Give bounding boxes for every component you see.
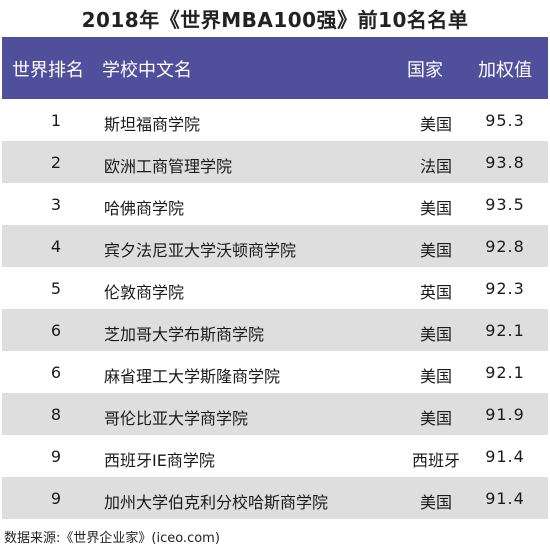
cell-school-name: 欧洲工商管理学院 xyxy=(104,157,233,176)
cell-rank: 8 xyxy=(50,405,62,424)
header-score: 加权值 xyxy=(478,60,532,81)
header-school-name: 学校中文名 xyxy=(102,60,192,81)
cell-rank: 5 xyxy=(50,279,62,298)
cell-rank: 9 xyxy=(50,489,62,508)
cell-school-name: 西班牙IE商学院 xyxy=(104,451,215,470)
cell-score: 92.1 xyxy=(485,363,525,382)
cell-rank: 6 xyxy=(50,363,62,382)
ranking-table: 世界排名 学校中文名 国家 加权值 1 斯坦福商学院 美国 95.3 2 欧洲工… xyxy=(2,37,548,519)
cell-country: 美国 xyxy=(419,199,452,218)
table-row: 2 欧洲工商管理学院 法国 93.8 xyxy=(2,141,548,183)
cell-score: 93.5 xyxy=(485,195,525,214)
table-row: 8 哥伦比亚大学商学院 美国 91.9 xyxy=(2,393,548,435)
cell-score: 93.8 xyxy=(485,153,525,172)
cell-school-name: 芝加哥大学布斯商学院 xyxy=(104,325,265,344)
cell-rank: 3 xyxy=(50,195,62,214)
cell-rank: 2 xyxy=(50,153,62,172)
cell-school-name: 哥伦比亚大学商学院 xyxy=(104,409,249,428)
cell-country: 美国 xyxy=(419,241,452,260)
table-header: 世界排名 学校中文名 国家 加权值 xyxy=(2,37,548,99)
cell-rank: 6 xyxy=(50,321,62,340)
cell-school-name: 斯坦福商学院 xyxy=(104,115,201,134)
cell-score: 92.1 xyxy=(485,321,525,340)
cell-country: 美国 xyxy=(419,367,452,386)
cell-school-name: 宾夕法尼亚大学沃顿商学院 xyxy=(104,241,297,260)
cell-score: 91.4 xyxy=(485,489,525,508)
cell-school-name: 哈佛商学院 xyxy=(104,199,185,218)
header-rank: 世界排名 xyxy=(12,60,84,81)
cell-rank: 9 xyxy=(50,447,62,466)
cell-rank: 4 xyxy=(50,237,62,256)
table-row: 4 宾夕法尼亚大学沃顿商学院 美国 92.8 xyxy=(2,225,548,267)
cell-score: 92.3 xyxy=(485,279,525,298)
cell-country: 英国 xyxy=(419,283,452,302)
cell-country: 美国 xyxy=(419,409,452,428)
cell-score: 91.4 xyxy=(485,447,525,466)
cell-school-name: 伦敦商学院 xyxy=(104,283,185,302)
cell-country: 法国 xyxy=(419,157,452,176)
table-row: 6 麻省理工大学斯隆商学院 美国 92.1 xyxy=(2,351,548,393)
cell-school-name: 麻省理工大学斯隆商学院 xyxy=(104,367,281,386)
table-row: 3 哈佛商学院 美国 93.5 xyxy=(2,183,548,225)
page-title: 2018年《世界MBA100强》前10名名单 xyxy=(81,8,469,32)
table-row: 9 西班牙IE商学院 西班牙 91.4 xyxy=(2,435,548,477)
table-row: 1 斯坦福商学院 美国 95.3 xyxy=(2,99,548,141)
table-row: 6 芝加哥大学布斯商学院 美国 92.1 xyxy=(2,309,548,351)
cell-country: 美国 xyxy=(419,115,452,134)
cell-country: 美国 xyxy=(419,493,452,512)
data-source-note: 数据来源:《世界企业家》(iceo.com) xyxy=(4,531,220,546)
cell-country: 美国 xyxy=(419,325,452,344)
cell-score: 92.8 xyxy=(485,237,525,256)
cell-rank: 1 xyxy=(50,111,62,130)
cell-school-name: 加州大学伯克利分校哈斯商学院 xyxy=(104,493,329,512)
cell-country: 西班牙 xyxy=(411,451,460,470)
cell-score: 91.9 xyxy=(485,405,525,424)
table-row: 5 伦敦商学院 英国 92.3 xyxy=(2,267,548,309)
cell-score: 95.3 xyxy=(485,111,525,130)
header-country: 国家 xyxy=(407,60,443,81)
table-row: 9 加州大学伯克利分校哈斯商学院 美国 91.4 xyxy=(2,477,548,519)
